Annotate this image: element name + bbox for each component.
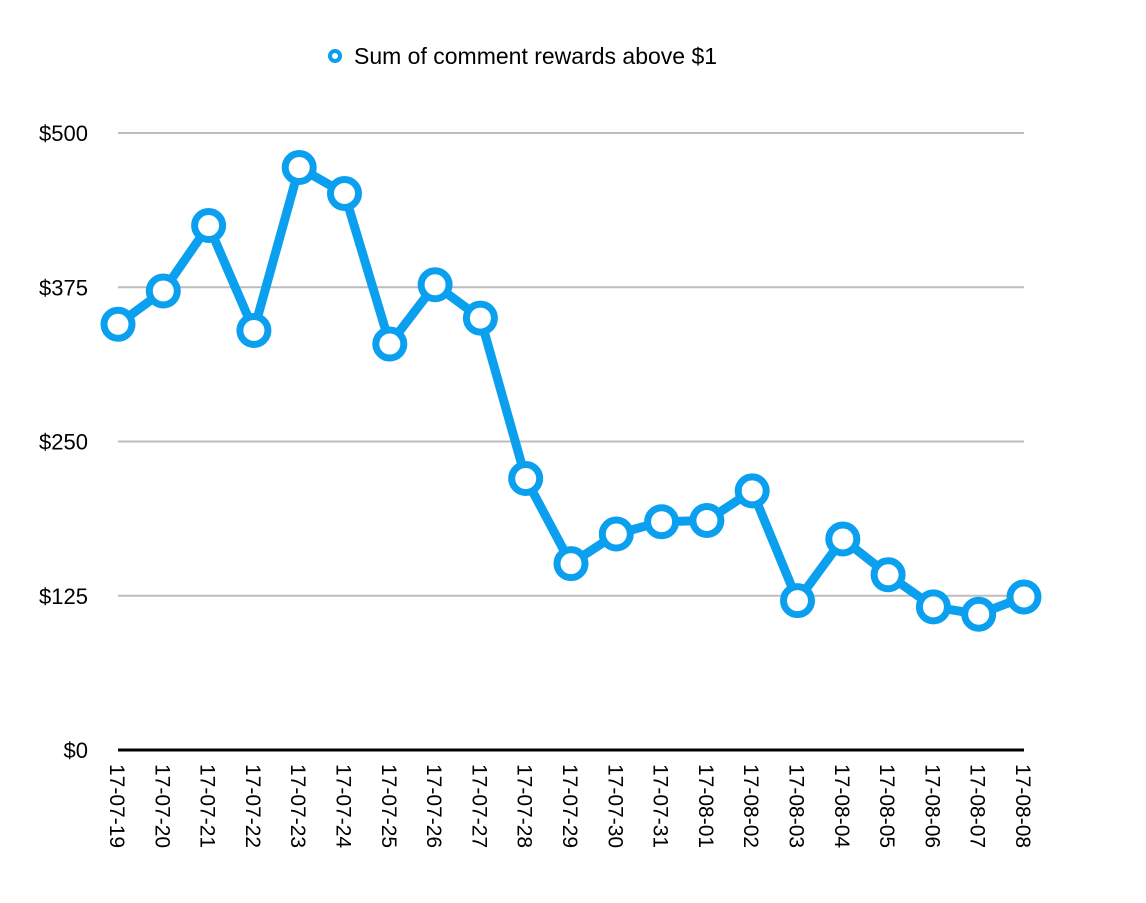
x-tick-label: 17-07-19 bbox=[105, 764, 128, 848]
data-point bbox=[825, 521, 861, 557]
y-tick-label: $375 bbox=[39, 275, 88, 300]
data-point bbox=[553, 546, 589, 582]
x-tick-label: 17-08-04 bbox=[830, 764, 853, 848]
data-point bbox=[145, 273, 181, 309]
data-point bbox=[417, 267, 453, 303]
x-tick-label: 17-07-31 bbox=[649, 764, 672, 848]
data-point bbox=[100, 306, 136, 342]
x-tick-label: 17-07-29 bbox=[558, 764, 581, 848]
y-tick-label: $500 bbox=[39, 121, 88, 146]
x-tick-label: 17-08-02 bbox=[739, 764, 762, 848]
data-point bbox=[191, 208, 227, 244]
x-tick-label: 17-08-03 bbox=[785, 764, 808, 848]
data-point bbox=[372, 326, 408, 362]
data-point bbox=[327, 175, 362, 211]
x-tick-label: 17-07-24 bbox=[332, 764, 355, 848]
x-tick-label: 17-07-30 bbox=[603, 764, 626, 848]
x-tick-label: 17-07-26 bbox=[422, 764, 445, 848]
x-tick-label: 17-08-06 bbox=[920, 764, 943, 848]
legend-label: Sum of comment rewards above $1 bbox=[354, 42, 718, 69]
y-tick-label: $0 bbox=[64, 738, 88, 763]
x-tick-label: 17-08-05 bbox=[875, 764, 898, 848]
data-point bbox=[644, 504, 680, 540]
data-point bbox=[598, 516, 634, 552]
legend: Sum of comment rewards above $1 bbox=[328, 40, 717, 72]
data-point bbox=[961, 596, 997, 632]
data-point bbox=[689, 502, 725, 538]
data-point bbox=[734, 473, 770, 509]
x-tick-label: 17-07-25 bbox=[377, 764, 400, 848]
x-tick-label: 17-07-21 bbox=[196, 764, 219, 848]
data-point bbox=[915, 589, 951, 625]
data-point bbox=[508, 461, 544, 497]
legend-marker-icon bbox=[328, 49, 342, 63]
x-tick-label: 17-07-27 bbox=[467, 764, 490, 848]
y-tick-label: $250 bbox=[39, 430, 88, 455]
x-tick-label: 17-08-08 bbox=[1011, 764, 1034, 848]
data-point bbox=[281, 150, 317, 186]
x-tick-label: 17-07-23 bbox=[286, 764, 309, 848]
data-point bbox=[780, 583, 815, 619]
x-tick-label: 17-08-01 bbox=[694, 764, 717, 848]
x-tick-label: 17-08-07 bbox=[966, 764, 989, 848]
data-point bbox=[1006, 579, 1042, 615]
data-point bbox=[870, 557, 906, 593]
x-tick-label: 17-07-22 bbox=[241, 764, 264, 848]
x-tick-label: 17-07-20 bbox=[150, 764, 173, 848]
data-point bbox=[236, 312, 272, 348]
x-tick-label: 17-07-28 bbox=[513, 764, 536, 848]
data-point bbox=[462, 300, 498, 336]
y-tick-label: $125 bbox=[39, 584, 88, 609]
